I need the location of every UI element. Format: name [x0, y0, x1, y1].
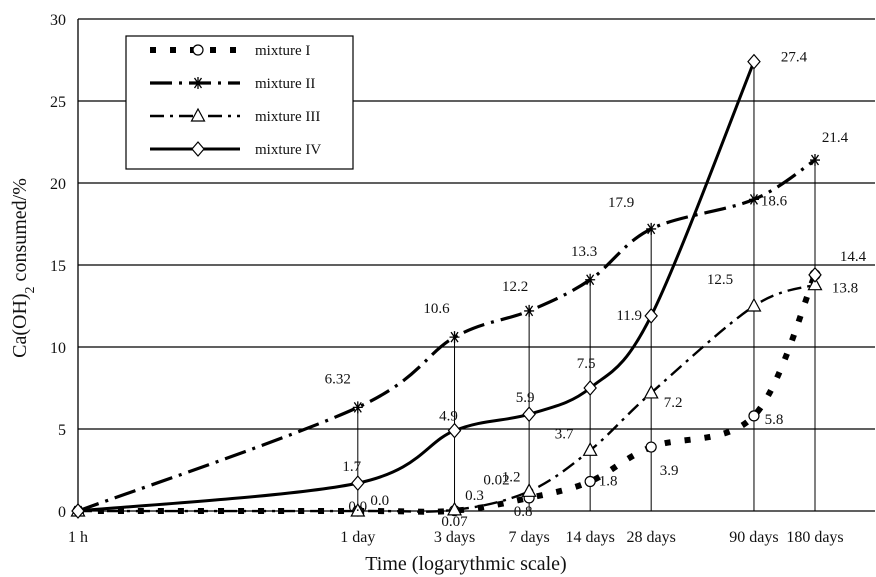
data-label: 0.02: [483, 473, 509, 489]
triangle-marker: [447, 501, 463, 516]
diamond-marker: [644, 307, 658, 324]
asterisk-marker: [449, 331, 460, 344]
y-tick-label: 15: [50, 258, 66, 275]
x-tick-labels: 1 h 1 day 3 days 7 days 14 days 28 days 90 day…: [68, 529, 844, 546]
y-tick-label: 20: [50, 176, 66, 193]
circle-marker: [584, 475, 596, 488]
asterisk-marker: [748, 193, 759, 206]
data-label: 11.9: [616, 308, 642, 324]
x-axis-title: Time (logarythmic scale): [365, 553, 566, 575]
diamond-marker: [522, 406, 536, 423]
asterisk-marker: [585, 273, 596, 286]
asterisk-marker: [646, 222, 657, 235]
axes: [77, 19, 875, 512]
legend-label: mixture IV: [255, 142, 321, 158]
diamond-marker: [191, 141, 205, 157]
triangle-marker: [643, 384, 659, 399]
data-label: 17.9: [608, 195, 634, 211]
data-label: 12.5: [707, 272, 733, 288]
data-label: 7.2: [664, 395, 683, 411]
data-label: 27.4: [781, 50, 808, 66]
x-tick-label: 90 days: [729, 529, 778, 546]
diamond-marker: [583, 380, 597, 396]
triangle-marker: [190, 107, 206, 122]
data-label: 7.5: [577, 356, 596, 372]
y-tick-label: 5: [58, 422, 66, 439]
series-group: [70, 53, 823, 519]
x-tick-label: 1 h: [68, 529, 88, 546]
legend-label: mixture III: [255, 109, 320, 125]
y-tick-label: 30: [50, 12, 66, 29]
x-tick-label: 14 days: [565, 529, 614, 546]
diamond-marker: [747, 53, 761, 70]
data-label: 14.4: [840, 249, 867, 265]
asterisk-marker: [352, 401, 363, 414]
data-label: 5.9: [516, 390, 535, 406]
circle-marker: [192, 44, 204, 56]
asterisk-marker: [193, 77, 203, 89]
legend: mixture I mixture II mixture III mixture IV: [125, 35, 354, 170]
x-tick-label: 7 days: [508, 529, 549, 546]
series-mixture-ii: [73, 154, 820, 517]
data-label: 4.9: [439, 409, 458, 425]
data-label: 5.8: [765, 412, 784, 428]
diamond-marker: [351, 475, 365, 492]
series-mixture-iv: [71, 53, 822, 519]
diamond-marker: [71, 503, 85, 519]
diamond-marker: [808, 266, 822, 283]
data-label: 0.0: [348, 499, 367, 515]
x-tick-label: 3 days: [434, 529, 475, 546]
y-tick-label: 10: [50, 340, 66, 357]
y-tick-label: 0: [58, 504, 66, 521]
data-label: 3.9: [660, 463, 679, 479]
data-label: 13.8: [832, 281, 858, 297]
circle-marker: [645, 441, 657, 453]
data-label: 0.8: [514, 504, 533, 520]
drop-lines: [357, 61, 816, 511]
triangle-marker: [807, 276, 823, 291]
x-tick-label: 28 days: [627, 529, 676, 546]
data-label: 10.6: [423, 301, 450, 317]
triangle-marker: [521, 483, 537, 497]
x-tick-label: 1 day: [340, 529, 375, 546]
data-label: 1.7: [342, 459, 361, 475]
series-line: [77, 158, 816, 513]
legend-label: mixture II: [255, 76, 315, 92]
diamond-marker: [447, 422, 462, 439]
data-label: 13.3: [571, 244, 597, 260]
asterisk-marker: [810, 154, 820, 167]
series-line: [77, 283, 816, 513]
data-label: 6.32: [325, 371, 351, 387]
circle-marker: [748, 410, 760, 422]
asterisk-marker: [524, 304, 535, 317]
y-axis-title: Ca(OH)2 consumed/%: [9, 178, 38, 358]
data-label: 0.07: [441, 514, 468, 530]
data-label: 1.8: [599, 473, 618, 489]
data-label: 1.2: [502, 469, 521, 485]
data-label: 18.6: [761, 193, 788, 209]
data-label: 0.3: [465, 488, 484, 504]
x-tick-label: 180 days: [786, 529, 843, 546]
legend-label: mixture I: [255, 43, 310, 59]
data-label: 12.2: [502, 279, 528, 295]
data-labels: 0.0 0.02 0.8 1.8 3.9 5.8 14.4 6.32 10.6 12.2 13.3 1…: [325, 50, 867, 530]
y-tick-label: 25: [50, 94, 66, 111]
data-label: 21.4: [822, 130, 849, 146]
triangle-marker: [582, 442, 598, 456]
data-label: 3.7: [555, 426, 574, 442]
triangle-marker: [746, 297, 762, 312]
triangle-marker: [350, 502, 366, 517]
legend-box: [125, 35, 354, 170]
y-tick-labels: 0 5 10 15 20 25 30: [50, 12, 66, 521]
data-label: 0.0: [370, 493, 389, 509]
